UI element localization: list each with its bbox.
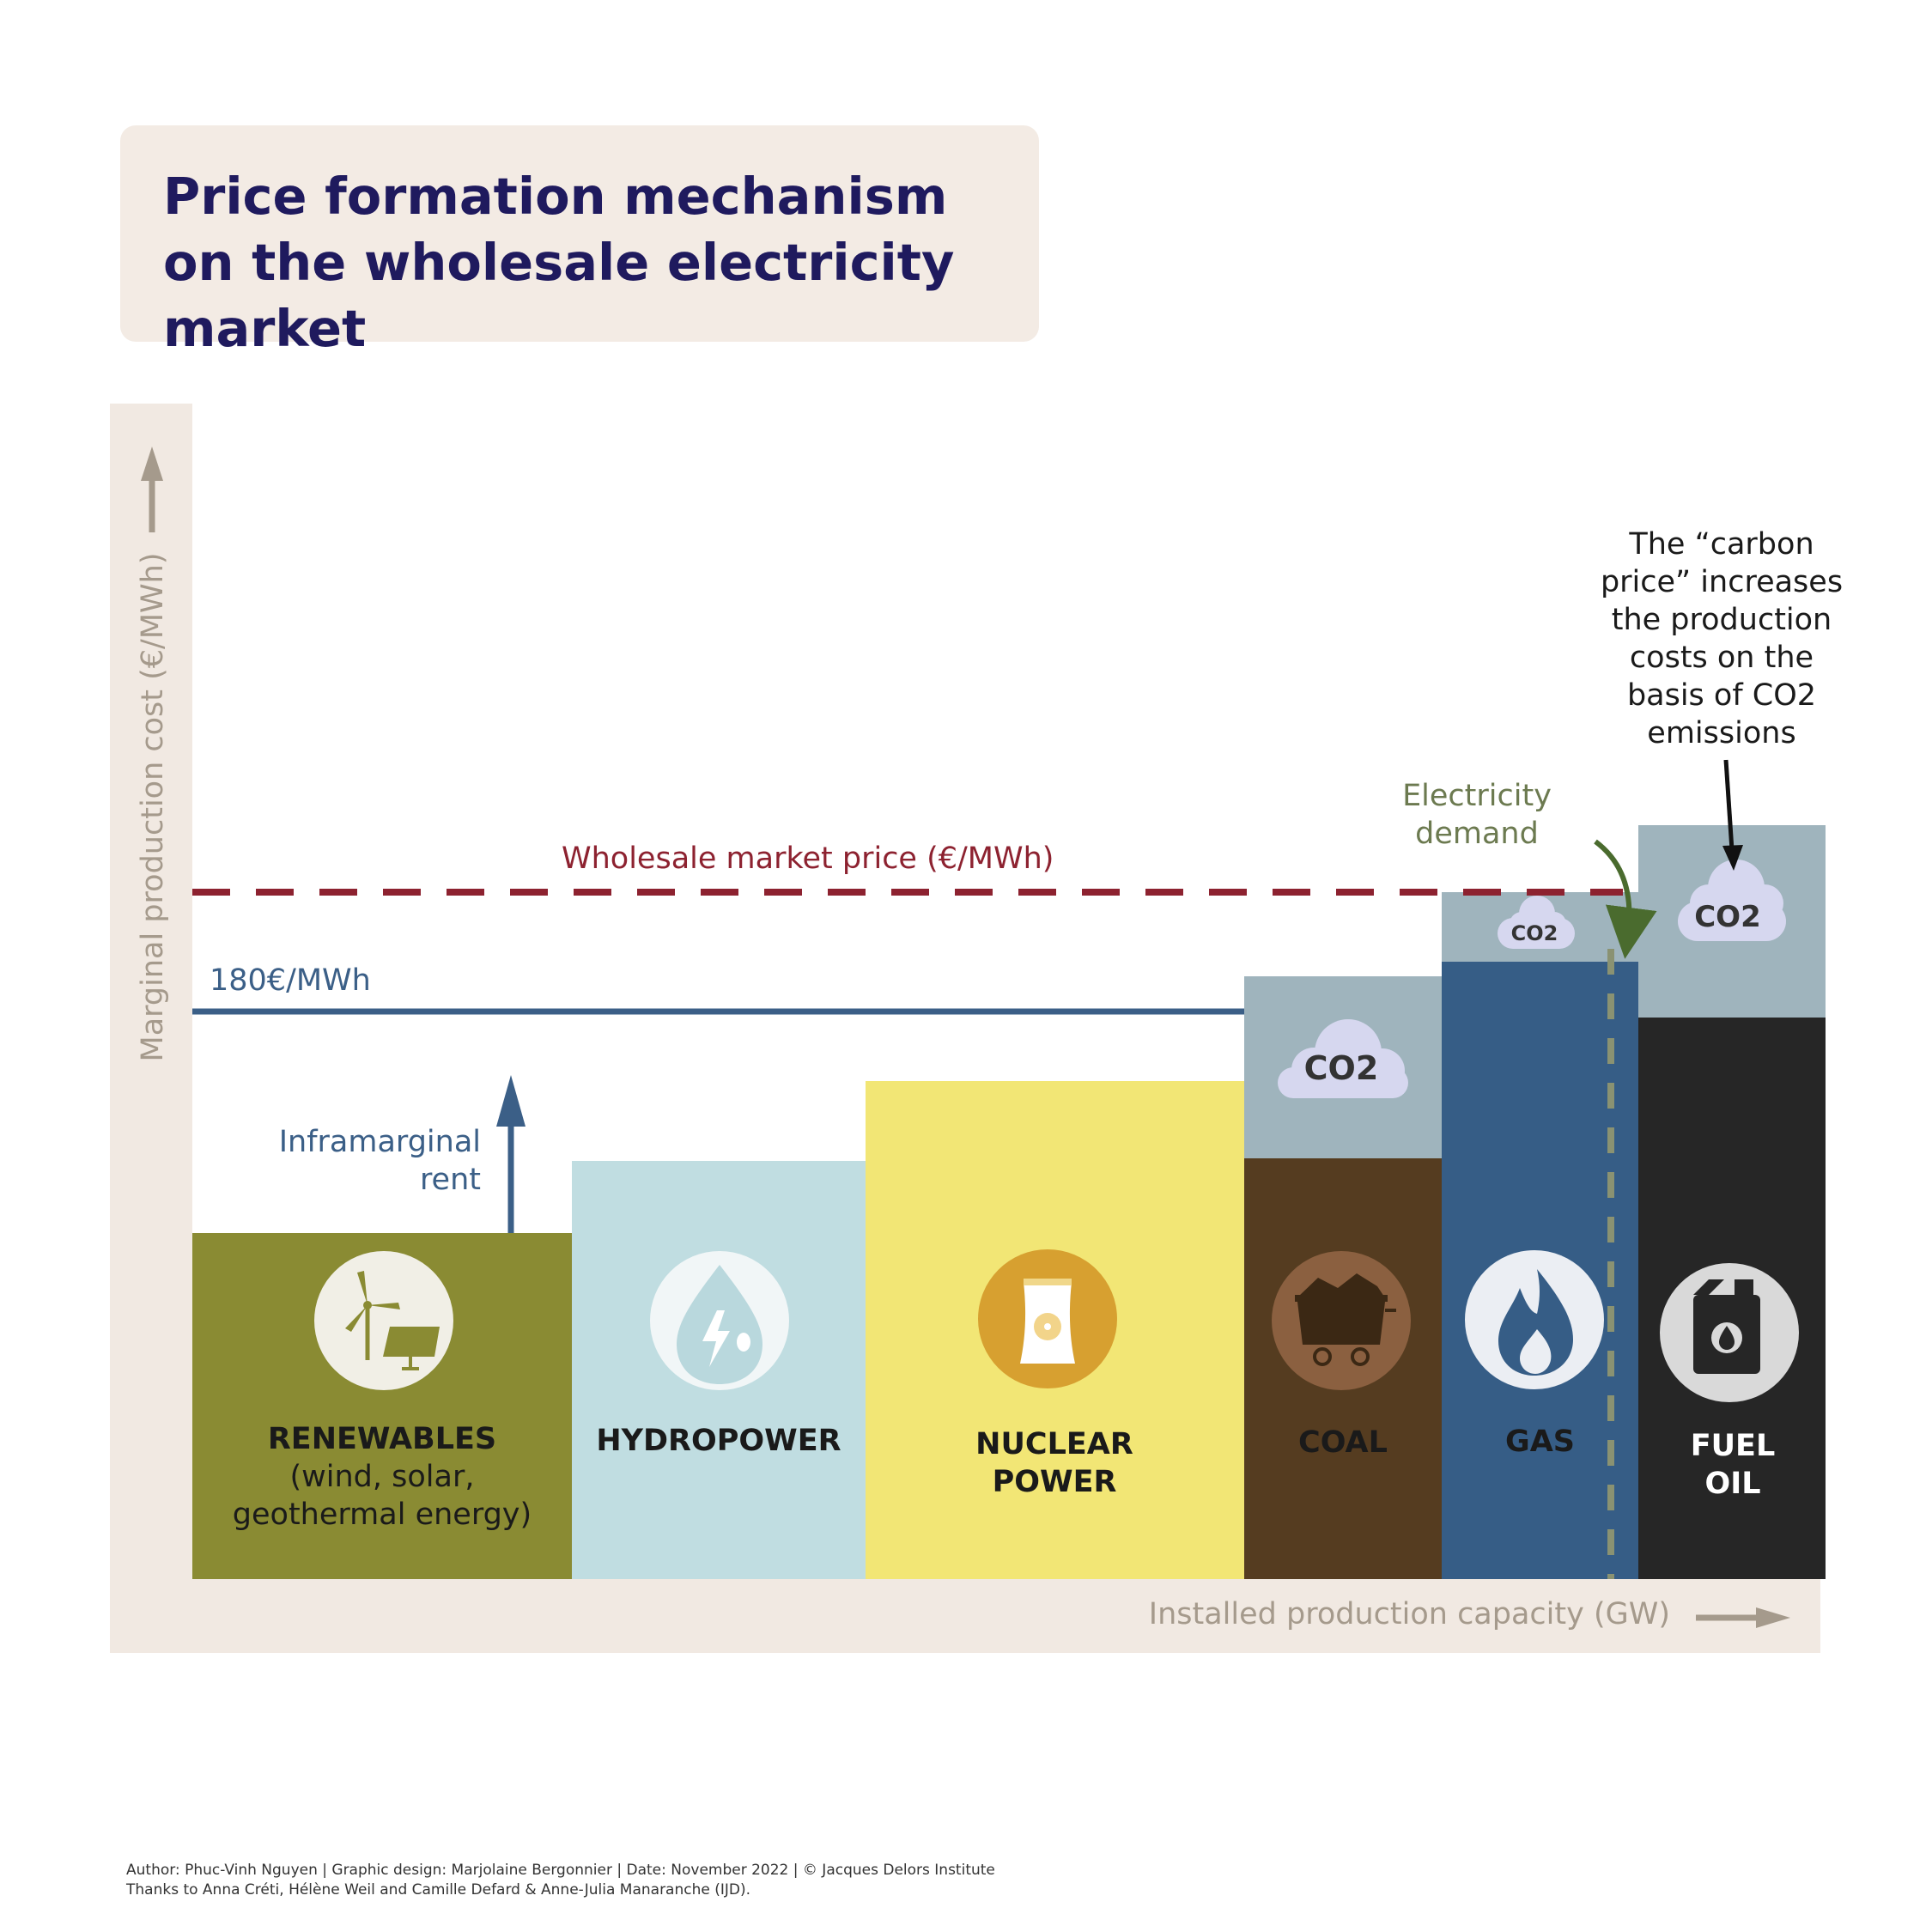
y-axis-arrow-icon — [141, 447, 163, 532]
coal-label: COAL — [1298, 1425, 1388, 1460]
coal-cart-icon — [1272, 1251, 1411, 1390]
renewables-detail: (wind, solar, geothermal energy) — [232, 1460, 532, 1532]
carbon-price-note: The “carbon price” increases the product… — [1600, 527, 1844, 750]
cloud-icon — [1678, 860, 1786, 941]
cloud-icon — [1498, 896, 1575, 949]
footer: Author: Phuc-Vinh Nguyen | Graphic desig… — [126, 1861, 995, 1900]
footer-thanks: Thanks to Anna Créti, Hélène Weil and Ca… — [126, 1881, 751, 1899]
title-box: Price formation mechanism on the wholesa… — [120, 125, 1039, 358]
x-axis-band — [110, 1578, 1820, 1653]
electricity-demand-label: Electricity demand — [1402, 779, 1552, 851]
y-axis-band — [110, 404, 192, 1653]
up-arrow-icon — [496, 1075, 526, 1233]
water-drop-icon — [650, 1251, 789, 1390]
hydropower-label: HYDROPOWER — [596, 1424, 841, 1458]
fueloil-co2-label: CO2 — [1694, 900, 1761, 934]
inframarginal-rent-label: Inframarginal rent — [278, 1125, 481, 1197]
fueloil-label: FUEL OIL — [1690, 1429, 1776, 1501]
footer-credits: Author: Phuc-Vinh Nguyen | Graphic desig… — [126, 1862, 995, 1879]
flame-icon — [1465, 1250, 1604, 1389]
curved-arrow-icon — [1594, 839, 1657, 959]
nuclear-plant-icon — [978, 1249, 1117, 1388]
renewables-name: RENEWABLES — [267, 1422, 497, 1456]
coal-co2-label: CO2 — [1304, 1049, 1379, 1087]
wind-solar-icon — [314, 1251, 453, 1390]
page-title: Price formation mechanism on the wholesa… — [163, 167, 955, 358]
x-axis-label: Installed production capacity (GW) — [1148, 1597, 1670, 1631]
cap-line-label: 180€/MWh — [210, 963, 371, 998]
gas-label: GAS — [1504, 1425, 1576, 1459]
down-arrow-icon — [1722, 759, 1743, 871]
renewables-label: RENEWABLES (wind, solar, geothermal ener… — [210, 1420, 554, 1534]
x-axis-arrow-icon — [1696, 1607, 1790, 1628]
nuclear-label: NUCLEAR POWER — [975, 1427, 1133, 1499]
market-price-label: Wholesale market price (€/MWh) — [562, 841, 1054, 876]
gas-co2-label: CO2 — [1511, 921, 1558, 945]
cloud-icon — [1278, 1019, 1408, 1098]
fuel-can-icon — [1660, 1263, 1799, 1402]
